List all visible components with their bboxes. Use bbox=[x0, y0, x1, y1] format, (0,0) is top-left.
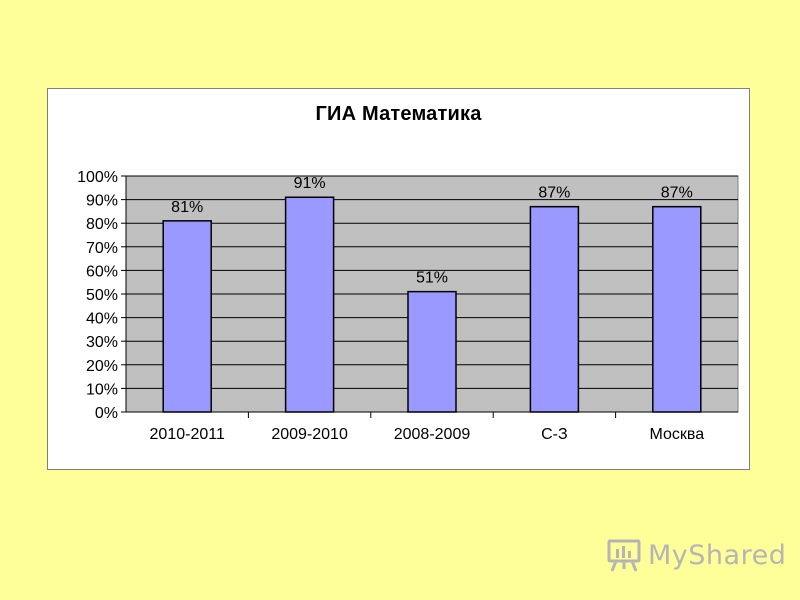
bar bbox=[652, 205, 702, 413]
chart-title: ГИА Математика bbox=[315, 103, 482, 125]
y-tick-label: 50% bbox=[86, 287, 118, 304]
data-label: 87% bbox=[661, 185, 693, 202]
data-label: 91% bbox=[294, 175, 326, 192]
y-tick-label: 0% bbox=[95, 405, 118, 422]
data-label: 51% bbox=[416, 270, 448, 287]
bar bbox=[529, 205, 580, 413]
y-tick-label: 30% bbox=[86, 334, 118, 351]
y-tick-label: 20% bbox=[86, 358, 118, 375]
x-tick-label: 2010-2011 bbox=[150, 426, 225, 443]
data-label: 81% bbox=[171, 199, 203, 216]
x-tick-label: С-З bbox=[541, 426, 568, 443]
bar-chart: 0% 10% 20% 30% 40% 50% 60% 70% 80% 90% 100% 81% 2010… bbox=[77, 169, 739, 443]
bar bbox=[162, 220, 212, 413]
y-tick-label: 70% bbox=[86, 240, 118, 257]
y-tick-label: 60% bbox=[86, 263, 118, 280]
y-tick-label: 100% bbox=[77, 169, 118, 186]
y-tick-label: 10% bbox=[86, 381, 118, 398]
chart-container: ГИА Математика 0% 10% 20% 30% 40% 50% 60% 70% 80… bbox=[47, 88, 750, 470]
data-label: 87% bbox=[538, 185, 570, 202]
x-tick-label: 2008-2009 bbox=[394, 426, 471, 443]
presentation-board-icon bbox=[607, 539, 641, 572]
y-tick-label: 80% bbox=[86, 216, 118, 233]
bar bbox=[284, 196, 335, 413]
watermark-text: MyShared bbox=[648, 539, 787, 571]
bar bbox=[407, 290, 457, 413]
x-tick-label: 2009-2010 bbox=[271, 426, 348, 443]
y-tick-label: 90% bbox=[86, 193, 118, 210]
watermark-logo: MyShared bbox=[606, 536, 786, 574]
y-tick-label: 40% bbox=[86, 311, 118, 328]
x-tick-label: Москва bbox=[649, 426, 704, 443]
